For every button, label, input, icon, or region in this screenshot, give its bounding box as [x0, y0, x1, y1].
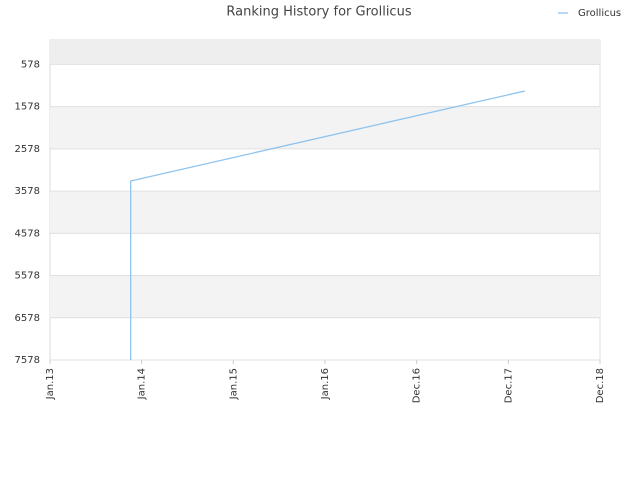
y-tick-label: 6578 — [15, 313, 40, 324]
x-tick-label: Dec.18 — [595, 368, 606, 403]
x-tick-label: Dec.16 — [412, 368, 423, 403]
x-tick-label: Jan.14 — [137, 368, 148, 400]
legend-label: Grollicus — [578, 8, 621, 19]
x-tick-label: Dec.17 — [503, 368, 514, 403]
y-tick-label: 7578 — [15, 355, 40, 366]
y-tick-label: 2578 — [15, 144, 40, 155]
x-tick-label: Jan.13 — [45, 368, 56, 400]
y-tick-label: 1578 — [15, 102, 40, 113]
grid-band — [50, 40, 600, 65]
y-tick-label: 578 — [21, 59, 40, 70]
grid-band — [50, 191, 600, 234]
y-tick-label: 5578 — [15, 271, 40, 282]
line — [130, 90, 525, 360]
x-tick-label: Jan.15 — [228, 368, 239, 400]
y-tick-label: 3578 — [15, 186, 40, 197]
chart-title: Ranking History for Grollicus — [226, 5, 411, 20]
y-tick-label: 4578 — [15, 228, 40, 239]
grid-band — [50, 106, 600, 149]
x-tick-label: Jan.16 — [320, 368, 331, 400]
grid-band — [50, 275, 600, 318]
